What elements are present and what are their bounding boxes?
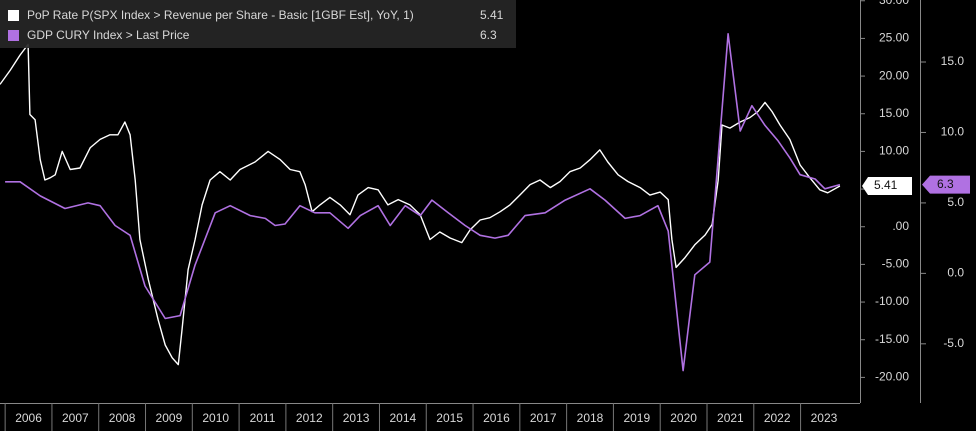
x-tick-label: 2007: [62, 411, 89, 425]
x-tick-label: 2019: [623, 411, 650, 425]
y-tick-label: -10.00: [875, 294, 909, 308]
y-tick-label: 20.00: [879, 68, 909, 82]
series-line: [0, 43, 841, 366]
last-value-tag: [922, 175, 970, 194]
series-line: [5, 33, 841, 372]
legend-label: GDP CURY Index > Last Price: [27, 28, 190, 42]
x-tick-label: 2010: [202, 411, 229, 425]
x-tick-label: 2009: [156, 411, 183, 425]
legend-value: 6.3: [480, 28, 497, 42]
x-tick-label: 2014: [390, 411, 417, 425]
x-tick-label: 2011: [250, 411, 276, 425]
x-tick-label: 2016: [483, 411, 510, 425]
last-value-label: 6.3: [937, 177, 954, 191]
legend-label: PoP Rate P(SPX Index > Revenue per Share…: [27, 8, 414, 22]
y-tick-label: 25.00: [879, 31, 909, 45]
y-tick-label: -20.00: [875, 370, 909, 384]
x-tick-label: 2015: [436, 411, 463, 425]
y2-tick-label: 10.0: [941, 125, 965, 139]
plot-area: [0, 33, 841, 372]
x-tick-label: 2022: [764, 411, 791, 425]
legend: PoP Rate P(SPX Index > Revenue per Share…: [8, 8, 504, 42]
legend-swatch: [8, 10, 19, 21]
y2-tick-label: 0.0: [947, 266, 964, 280]
y-tick-label: .00: [892, 219, 909, 233]
x-tick-label: 2020: [670, 411, 697, 425]
y2-tick-label: 5.0: [947, 195, 964, 209]
x-tick-label: 2018: [577, 411, 604, 425]
x-tick-label: 2006: [15, 411, 42, 425]
x-tick-label: 2013: [343, 411, 370, 425]
last-value-label: 5.41: [874, 178, 898, 192]
x-tick-label: 2017: [530, 411, 557, 425]
x-tick-label: 2021: [717, 411, 744, 425]
x-tick-label: 2012: [296, 411, 323, 425]
x-tick-label: 2008: [109, 411, 136, 425]
legend-swatch: [8, 30, 19, 41]
y-tick-label: 30.00: [879, 0, 909, 7]
y-tick-label: 15.00: [879, 106, 909, 120]
y-tick-label: -5.00: [882, 257, 910, 271]
last-value-tag: [862, 176, 912, 195]
x-tick-label: 2023: [811, 411, 838, 425]
legend-box: [0, 0, 516, 48]
y-tick-label: -15.00: [875, 332, 909, 346]
y-tick-label: 10.00: [879, 144, 909, 158]
y2-tick-label: -5.0: [943, 336, 964, 350]
y2-tick-label: 15.0: [941, 54, 965, 68]
legend-value: 5.41: [480, 8, 504, 22]
